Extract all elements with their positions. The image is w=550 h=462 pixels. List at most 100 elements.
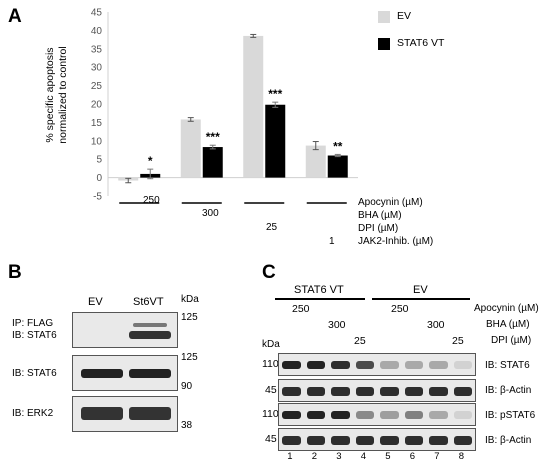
b-row2-band-ev	[81, 369, 123, 378]
lane-number: 4	[360, 451, 367, 462]
lane-number: 2	[311, 451, 318, 462]
c-band	[380, 360, 399, 369]
c-band	[282, 386, 301, 396]
significance-mark: **	[333, 139, 343, 153]
b-row1-blot	[72, 312, 178, 348]
legend-label-stat6vt: STAT6 VT	[397, 37, 445, 49]
c-row1-kda: 110	[262, 358, 279, 370]
b-row2-blot	[72, 355, 178, 391]
c-row4-label: IB: β-Actin	[485, 435, 532, 446]
lane-number: 5	[385, 451, 391, 462]
c-band	[331, 435, 350, 445]
c-band	[404, 360, 423, 369]
c-row3-label: IB: pSTAT6	[485, 410, 536, 421]
treatment-label-dpi: DPI (µM)	[358, 223, 399, 234]
treatment-label-apocynin: Apocynin (µM)	[358, 197, 423, 208]
y-tick-label: -5	[93, 192, 102, 203]
c-band	[404, 386, 423, 396]
significance-mark: *	[148, 154, 153, 168]
panel-a-letter: A	[8, 6, 22, 27]
lane-number: 8	[458, 451, 465, 462]
b-row2-label: IB: STAT6	[12, 368, 57, 379]
b-row3-blot	[72, 396, 178, 432]
dose-jak2: 1	[329, 236, 335, 247]
c-band	[306, 435, 325, 445]
c-dose-dpi-ev: 25	[452, 335, 464, 347]
lane-number: 7	[434, 451, 440, 462]
c-dose-apocynin-vt: 250	[292, 303, 310, 315]
dose-dpi: 25	[266, 222, 278, 233]
c-band	[306, 386, 325, 396]
group-label-ev: EV	[413, 284, 428, 296]
c-band	[331, 386, 350, 396]
c-row4-kda: 45	[265, 433, 277, 445]
c-band	[355, 410, 374, 419]
c-dose-bha-ev: 300	[427, 319, 445, 331]
dose-bha: 300	[202, 208, 219, 219]
lane-label-ev: EV	[88, 296, 103, 308]
legend-swatch-stat6vt	[378, 38, 390, 50]
c-treatment-label-apocynin: Apocynin (µM)	[474, 303, 539, 314]
c-band	[453, 435, 472, 445]
significance-mark: ***	[206, 130, 220, 144]
c-band	[331, 360, 350, 369]
lane-number: 6	[409, 451, 416, 462]
c-band	[282, 360, 301, 369]
c-treatment-label-bha: BHA (µM)	[486, 319, 530, 330]
c-row3-kda: 110	[262, 408, 279, 420]
c-row2-kda: 45	[265, 384, 277, 396]
c-band	[380, 386, 399, 396]
b-row1-label-line2: IB: STAT6	[12, 330, 57, 341]
c-band	[429, 360, 448, 369]
c-row1-label: IB: STAT6	[485, 360, 530, 371]
group-line-stat6vt	[275, 298, 365, 300]
c-band	[404, 410, 423, 419]
c-band	[453, 410, 472, 419]
c-band	[355, 360, 374, 369]
y-tick-label: 20	[91, 100, 103, 111]
c-row4-blot	[278, 428, 476, 451]
lane-label-st6vt: St6VT	[133, 296, 164, 308]
c-band	[453, 360, 472, 369]
c-dose-apocynin-ev: 250	[391, 303, 409, 315]
c-dose-dpi-vt: 25	[354, 335, 366, 347]
treatment-label-bha: BHA (µM)	[358, 210, 402, 221]
y-tick-label: 45	[91, 8, 103, 19]
y-tick-label: 35	[91, 44, 103, 55]
c-band	[306, 410, 325, 419]
c-band	[355, 386, 374, 396]
y-tick-label: 5	[96, 155, 102, 166]
lane-number: 3	[336, 451, 342, 462]
c-band	[429, 386, 448, 396]
bar-stat6vt	[265, 104, 286, 178]
c-band	[306, 360, 325, 369]
y-tick-label: 0	[96, 173, 102, 184]
b-row2-marker-bottom: 90	[181, 381, 193, 392]
b-row3-label: IB: ERK2	[12, 408, 54, 419]
b-row3-band-ev	[81, 407, 123, 420]
b-row3-marker-bottom: 38	[181, 420, 193, 431]
c-row2-label: IB: β-Actin	[485, 385, 532, 396]
bar-ev	[305, 145, 326, 178]
treatment-label-jak2: JAK2-Inhib. (µM)	[358, 236, 434, 247]
c-band	[429, 435, 448, 445]
y-tick-label: 10	[91, 136, 103, 147]
b-row2-marker-top: 125	[181, 352, 198, 363]
c-band	[355, 435, 374, 445]
panel-c-letter: C	[262, 262, 276, 283]
c-row3-blot	[278, 403, 476, 426]
group-line-ev	[372, 298, 470, 300]
significance-mark: ***	[268, 87, 282, 101]
b-row3-band-st6vt	[129, 407, 171, 420]
b-row1-marker-top: 125	[181, 312, 198, 323]
b-row1-label-line1: IP: FLAG	[12, 318, 54, 329]
c-row2-blot	[278, 379, 476, 402]
y-tick-label: 25	[91, 81, 103, 92]
b-row1-label: IP: FLAG IB: STAT6	[12, 318, 57, 342]
group-label-stat6vt: STAT6 VT	[294, 284, 344, 296]
panel-b-letter: B	[8, 262, 22, 283]
legend-label-ev: EV	[397, 10, 412, 22]
c-treatment-label-dpi: DPI (µM)	[491, 335, 532, 346]
dose-apocynin: 250	[143, 195, 160, 206]
b-row2-band-st6vt	[129, 369, 171, 378]
